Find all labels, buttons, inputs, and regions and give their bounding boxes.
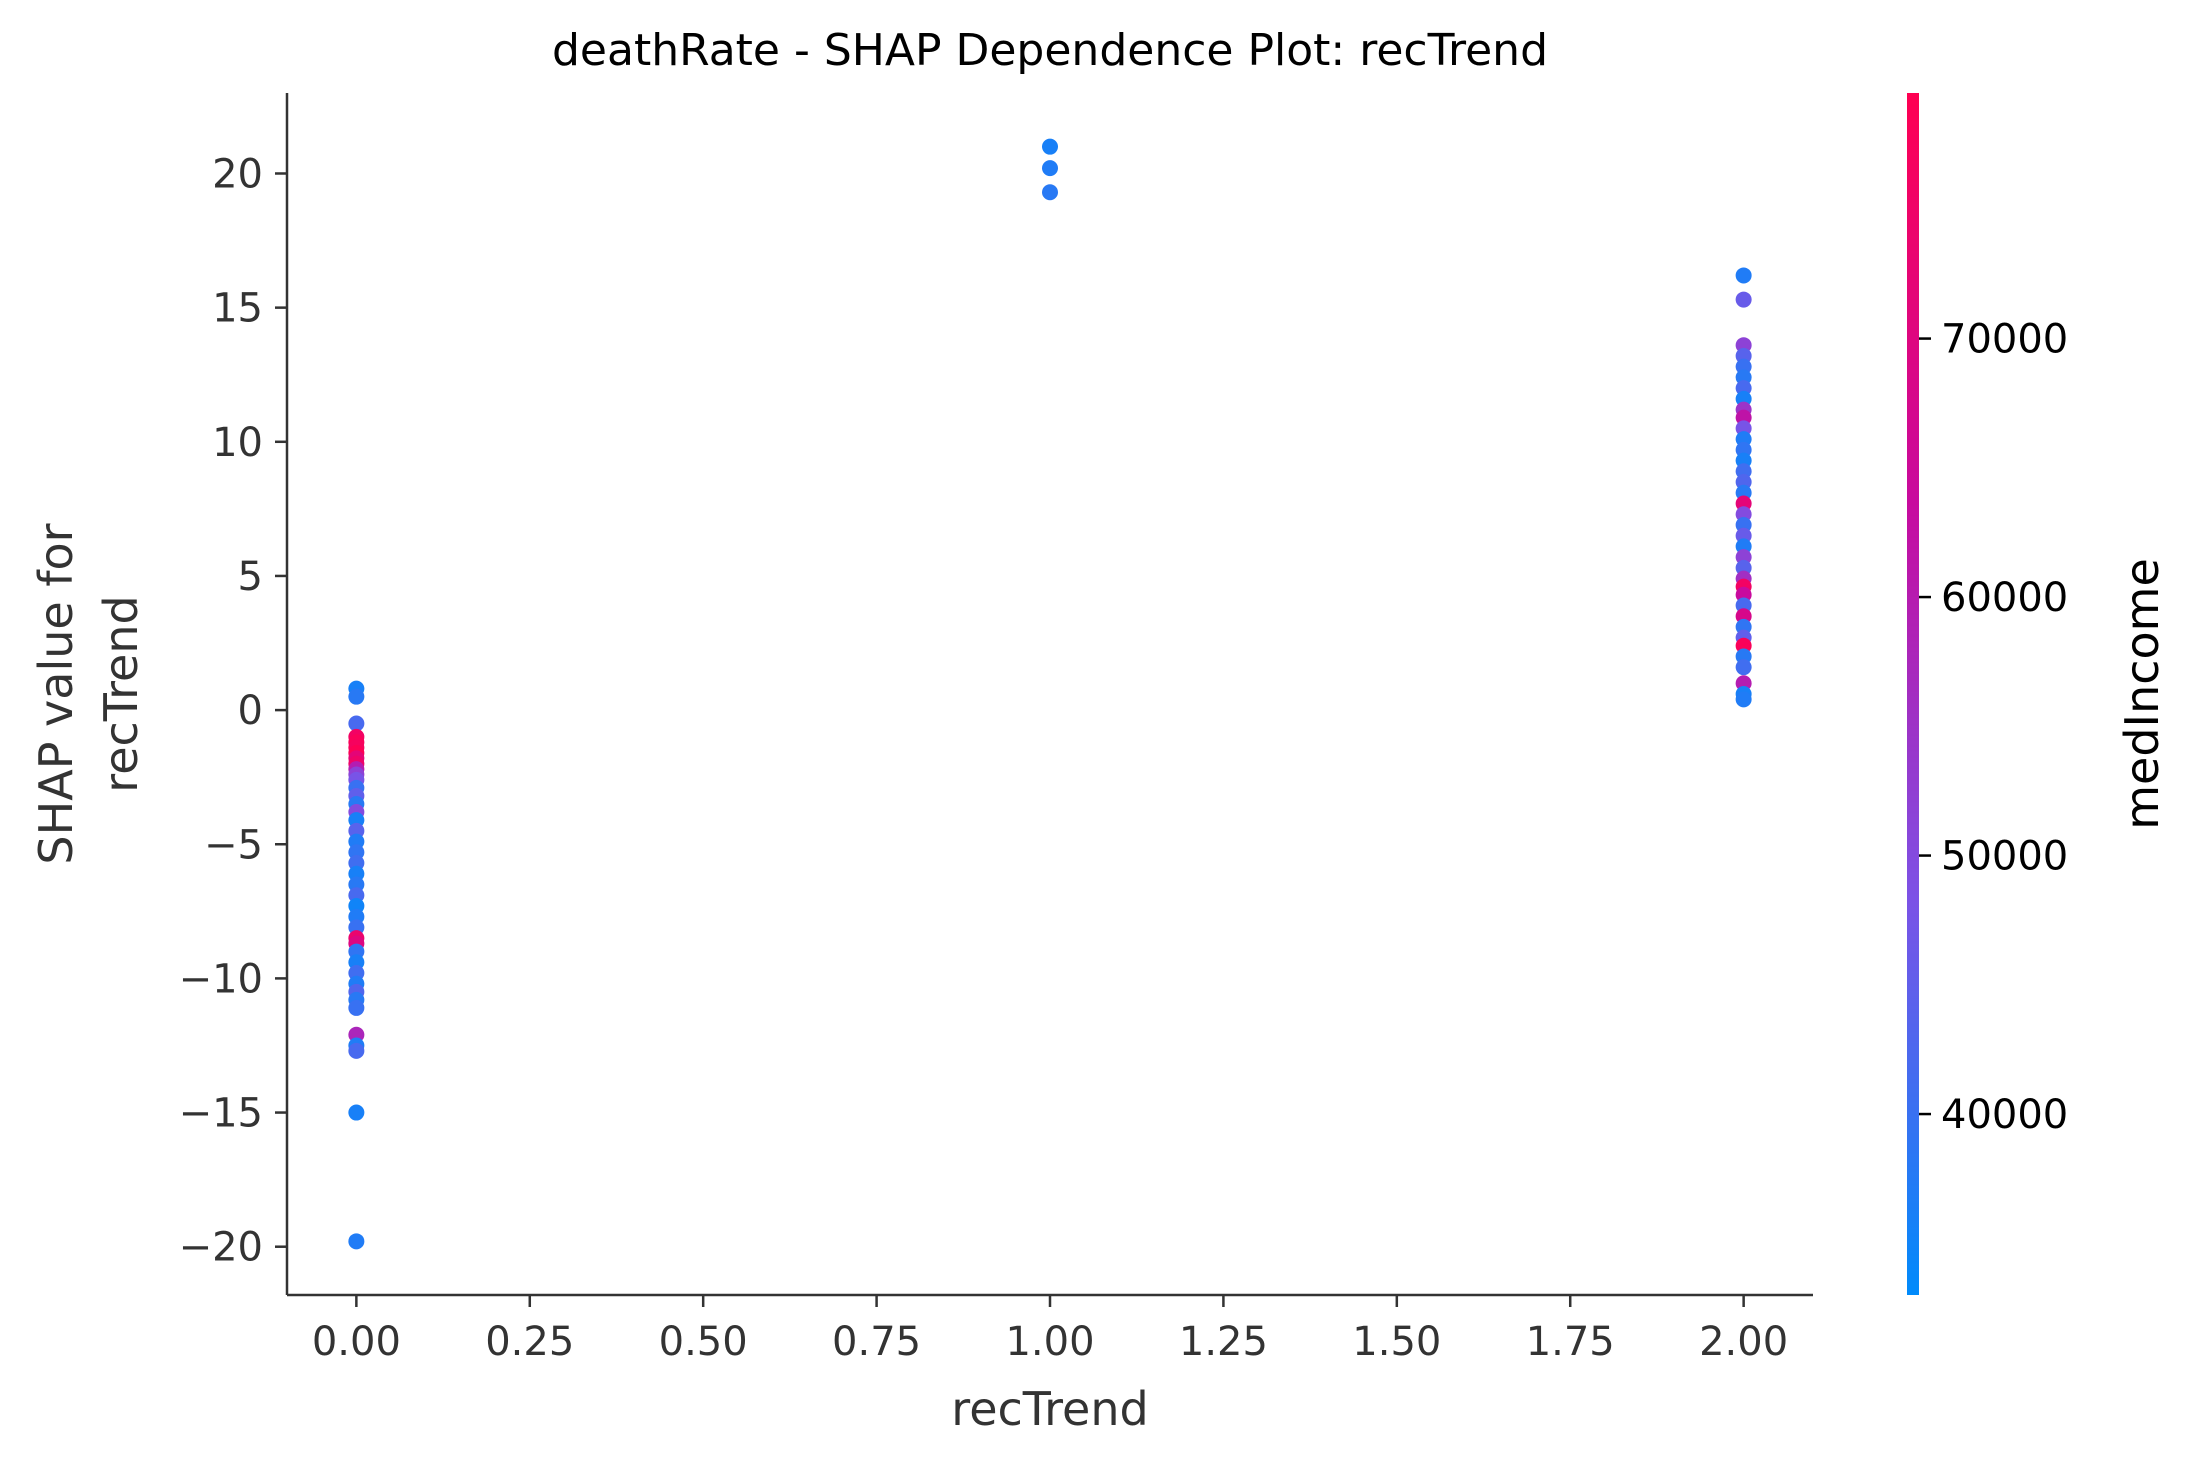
scatter-point	[1735, 267, 1752, 284]
x-tick-label: 0.00	[312, 1319, 401, 1365]
x-axis-label: recTrend	[951, 1382, 1148, 1436]
x-tick-label: 0.25	[485, 1319, 574, 1365]
scatter-point	[348, 1042, 365, 1059]
scatter-point	[1735, 691, 1752, 708]
scatter-point	[1042, 138, 1058, 155]
colorbar-tick-label: 50000	[1941, 834, 2068, 880]
colorbar-tick-label: 70000	[1941, 317, 2068, 363]
y-axis-label: SHAP value for recTrend	[29, 523, 148, 864]
colorbar	[1907, 93, 1919, 1295]
y-tick-label: 15	[212, 286, 263, 332]
y-tick-label: 10	[212, 420, 263, 466]
y-ticks: 20 15 10 5 0 −5 −10 −15 −20	[179, 151, 287, 1271]
colorbar-tick-label: 60000	[1941, 575, 2068, 621]
scatter-points	[348, 138, 1752, 1250]
colorbar-label: medIncome	[2115, 558, 2169, 830]
y-tick-label: −10	[179, 956, 263, 1002]
x-ticks: 0.00 0.25 0.50 0.75 1.00 1.25 1.50 1.75 2.00	[312, 1295, 1788, 1365]
x-tick-label: 1.00	[1005, 1319, 1094, 1365]
x-tick-label: 2.00	[1699, 1319, 1788, 1365]
scatter-point	[348, 715, 365, 732]
scatter-point	[1735, 659, 1752, 676]
y-tick-label: −5	[204, 822, 263, 868]
x-tick-label: 1.25	[1179, 1319, 1268, 1365]
colorbar-tick-label: 40000	[1941, 1092, 2068, 1138]
x-tick-label: 0.75	[832, 1319, 921, 1365]
y-tick-label: −15	[179, 1091, 263, 1137]
x-tick-label: 0.50	[659, 1319, 748, 1365]
scatter-point	[348, 1104, 365, 1121]
x-tick-label: 1.50	[1352, 1319, 1441, 1365]
y-tick-label: 5	[238, 554, 263, 600]
scatter-point	[348, 1233, 365, 1250]
y-axis-label-line-1: SHAP value for	[29, 523, 83, 864]
y-tick-label: −20	[179, 1225, 263, 1271]
scatter-point	[348, 688, 365, 705]
y-axis-label-line-2: recTrend	[94, 595, 148, 792]
chart-title: deathRate - SHAP Dependence Plot: recTre…	[552, 25, 1548, 76]
y-tick-label: 0	[238, 688, 263, 734]
scatter-point	[348, 999, 365, 1016]
scatter-point	[1042, 184, 1058, 201]
scatter-point	[1735, 291, 1752, 308]
scatter-point	[1042, 160, 1058, 177]
colorbar-ticks: 40000 50000 60000 70000	[1919, 317, 2068, 1138]
y-tick-label: 20	[212, 151, 263, 197]
x-tick-label: 1.75	[1526, 1319, 1615, 1365]
